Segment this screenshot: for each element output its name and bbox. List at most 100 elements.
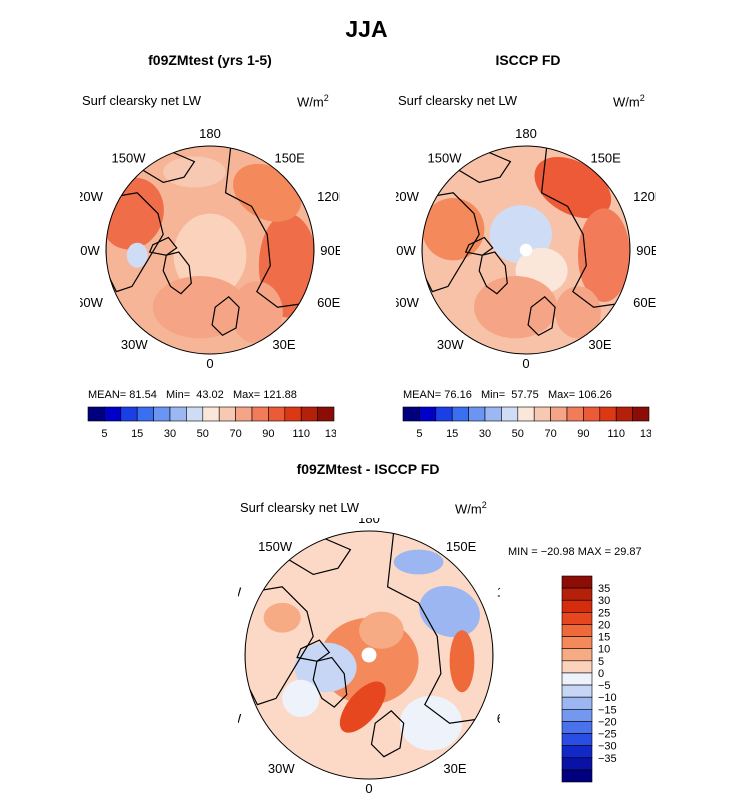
colorbar-swatch [562, 685, 592, 697]
colorbar-label: 15 [598, 632, 610, 644]
panel-3-stats: MIN = −20.98 MAX = 29.87 [508, 546, 642, 558]
longitude-label: 60E [317, 295, 340, 310]
map-field-region [282, 680, 319, 717]
colorbar-label: 15 [446, 428, 458, 439]
colorbar-label: −10 [598, 692, 617, 704]
longitude-label: 60E [633, 295, 656, 310]
colorbar-swatch [562, 721, 592, 733]
colorbar-swatch [616, 407, 632, 421]
colorbar-swatch [562, 709, 592, 721]
colorbar-swatch [562, 612, 592, 624]
longitude-label: 30W [437, 337, 464, 352]
longitude-label: 150E [590, 151, 621, 166]
colorbar-label: 110 [292, 428, 310, 439]
colorbar-swatch [562, 770, 592, 782]
longitude-label: 120E [633, 189, 656, 204]
longitude-label: 120E [317, 189, 340, 204]
colorbar-swatch [600, 407, 616, 421]
panel-1-map: 1800150W150E120W120E90W90E60W60E30W30E [80, 122, 340, 377]
colorbar-swatch [203, 407, 219, 421]
colorbar-label: 90 [577, 428, 589, 439]
panel-1-variable: Surf clearsky net LW [82, 93, 201, 108]
colorbar-label: 130 [640, 428, 651, 439]
longitude-label: 0 [365, 781, 372, 796]
longitude-label: 150E [446, 539, 477, 554]
colorbar-label: 20 [598, 619, 610, 631]
panel-2-variable: Surf clearsky net LW [398, 93, 517, 108]
longitude-label: 60E [497, 711, 500, 726]
colorbar-label: 50 [512, 428, 524, 439]
map-field-region [264, 603, 301, 633]
colorbar-label: 30 [164, 428, 176, 439]
colorbar-label: −15 [598, 704, 617, 716]
colorbar-label: 35 [598, 583, 610, 595]
colorbar-label: −5 [598, 680, 611, 692]
panel-3-title: f09ZMtest - ISCCP FD [268, 461, 468, 477]
longitude-label: 150W [258, 539, 293, 554]
colorbar-label: 5 [101, 428, 107, 439]
colorbar-swatch [318, 407, 334, 421]
longitude-label: 90W [396, 243, 416, 258]
colorbar-swatch [137, 407, 153, 421]
longitude-label: 30W [121, 337, 148, 352]
colorbar-swatch [562, 697, 592, 709]
longitude-label: 180 [199, 126, 221, 141]
colorbar-swatch [219, 407, 235, 421]
colorbar-label: 0 [598, 668, 604, 680]
colorbar-swatch [633, 407, 649, 421]
longitude-label: 180 [515, 126, 537, 141]
colorbar-swatch [452, 407, 468, 421]
colorbar-label: 110 [607, 428, 625, 439]
colorbar-swatch [562, 576, 592, 588]
pole-mask [520, 244, 532, 256]
colorbar-swatch [469, 407, 485, 421]
colorbar-swatch [562, 673, 592, 685]
map-field-region [394, 550, 444, 575]
colorbar-swatch [104, 407, 120, 421]
panel-3-variable: Surf clearsky net LW [240, 500, 359, 515]
colorbar-swatch [562, 661, 592, 673]
colorbar-swatch [562, 746, 592, 758]
colorbar-label: 5 [598, 656, 604, 668]
panel-1-stats: MEAN= 81.54 Min= 43.02 Max= 121.88 [88, 389, 297, 401]
figure-title: JJA [0, 16, 733, 43]
colorbar-swatch [562, 588, 592, 600]
colorbar-swatch [562, 734, 592, 746]
colorbar-swatch [551, 407, 567, 421]
colorbar-label: 130 [325, 428, 336, 439]
longitude-label: 60W [80, 295, 104, 310]
colorbar-swatch [186, 407, 202, 421]
colorbar-label: 90 [262, 428, 274, 439]
panel-2-map: 1800150W150E120W120E90W90E60W60E30W30E [396, 122, 656, 377]
colorbar-label: 10 [598, 644, 610, 656]
colorbar-swatch [562, 649, 592, 661]
colorbar-label: 50 [197, 428, 209, 439]
colorbar-swatch [301, 407, 317, 421]
longitude-label: 90E [320, 243, 340, 258]
colorbar-swatch [403, 407, 419, 421]
longitude-label: 60W [238, 711, 242, 726]
longitude-label: 120W [396, 189, 420, 204]
map-field-region [359, 612, 404, 649]
colorbar-swatch [236, 407, 252, 421]
colorbar-swatch [562, 637, 592, 649]
colorbar-label: −20 [598, 716, 617, 728]
panel-2-colorbar: 51530507090110130 [401, 405, 651, 439]
longitude-label: 30W [268, 761, 295, 776]
longitude-label: 120E [497, 585, 500, 600]
colorbar-swatch [88, 407, 104, 421]
colorbar-swatch [567, 407, 583, 421]
colorbar-label: 70 [544, 428, 556, 439]
colorbar-swatch [121, 407, 137, 421]
colorbar-label: 15 [131, 428, 143, 439]
colorbar-swatch [562, 758, 592, 770]
longitude-label: 0 [522, 356, 529, 371]
longitude-label: 120W [238, 585, 242, 600]
colorbar-label: 70 [229, 428, 241, 439]
colorbar-label: −30 [598, 741, 617, 753]
longitude-label: 150W [428, 151, 463, 166]
panel-1-title: f09ZMtest (yrs 1-5) [110, 52, 310, 68]
longitude-label: 150W [112, 151, 147, 166]
colorbar-swatch [518, 407, 534, 421]
